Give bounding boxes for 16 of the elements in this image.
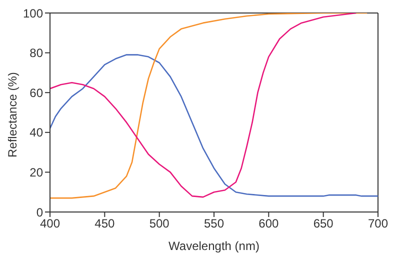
x-axis-title: Wavelength (nm) — [168, 239, 260, 253]
x-tick-label: 450 — [94, 216, 115, 231]
x-tick-label: 650 — [313, 216, 334, 231]
x-tick-label: 500 — [149, 216, 170, 231]
y-tick-label: 20 — [30, 165, 44, 180]
x-tick-label: 550 — [204, 216, 224, 231]
y-axis-title: Reflectance (%) — [5, 72, 20, 158]
y-tick-label: 80 — [30, 46, 44, 60]
line-series — [50, 54, 378, 197]
y-tick-label: 60 — [30, 86, 44, 100]
y-tick-label: 40 — [30, 126, 44, 140]
x-tick-label: 700 — [368, 216, 388, 231]
x-tick-label: 600 — [258, 216, 279, 231]
y-tick-label: 0 — [36, 205, 44, 220]
y-tick-label: 100 — [22, 6, 44, 20]
x-tick-label: 400 — [40, 216, 60, 231]
